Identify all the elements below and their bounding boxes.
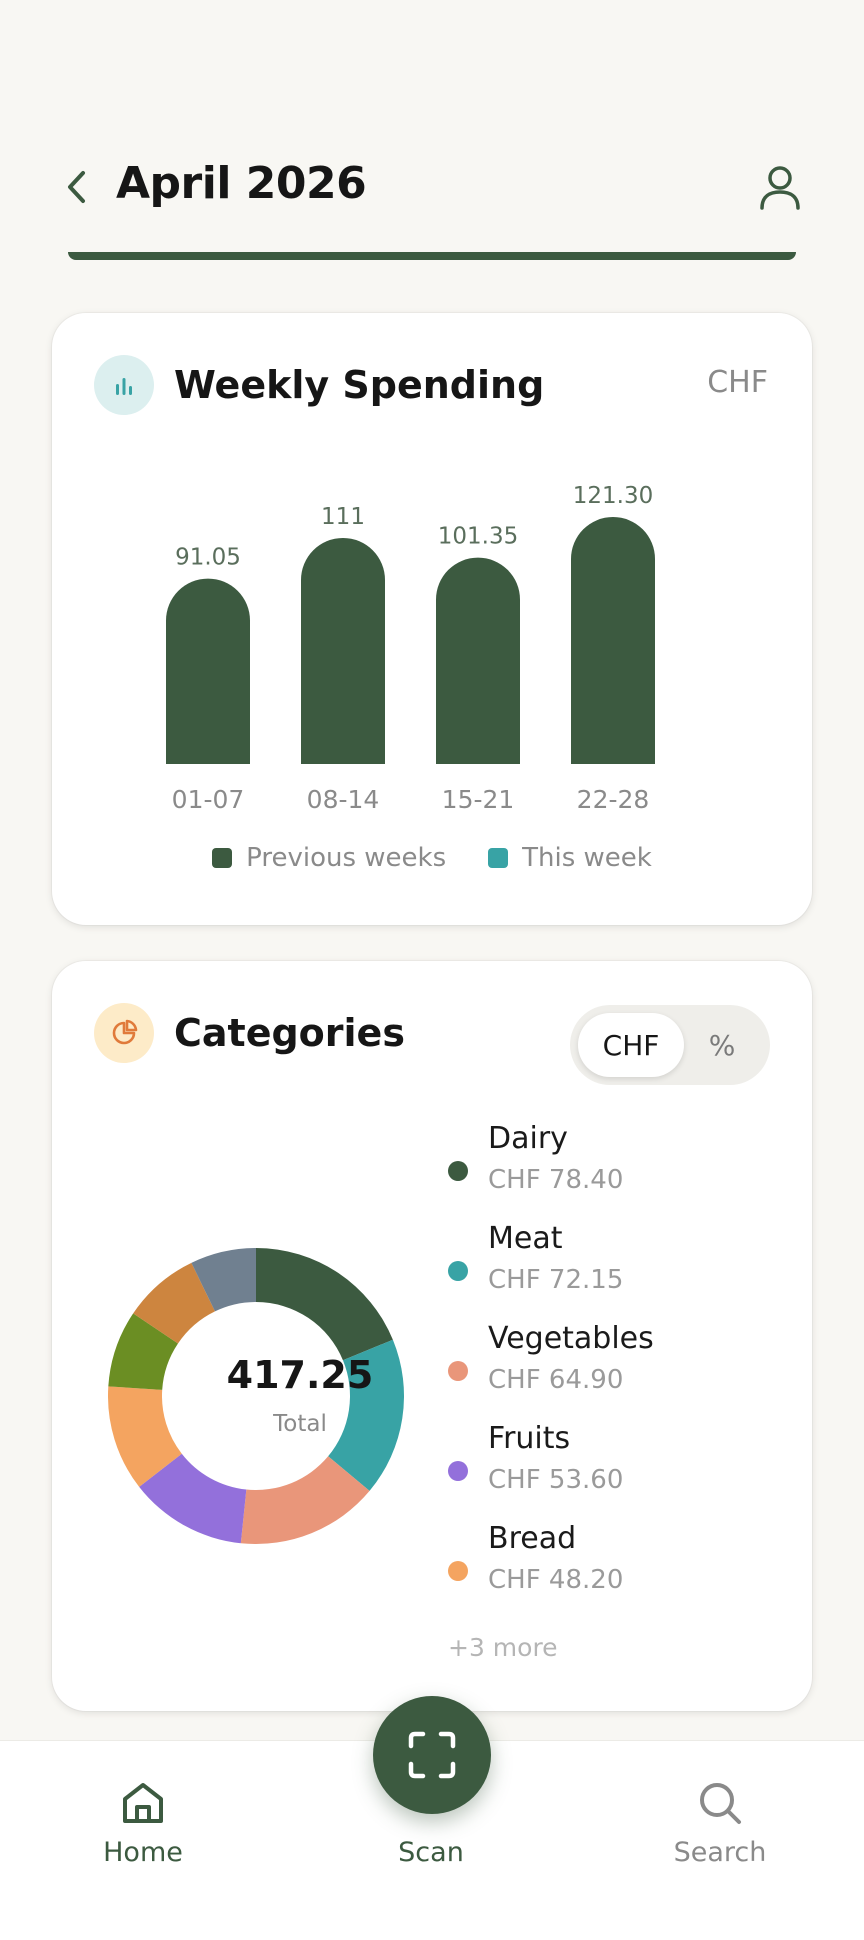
bar-category-label: 01-07 bbox=[172, 785, 245, 814]
bar-value-label: 121.30 bbox=[573, 483, 653, 509]
legend-item-this-week: This week bbox=[488, 843, 652, 873]
category-dot bbox=[448, 1561, 468, 1581]
category-amount: CHF 48.20 bbox=[488, 1565, 624, 1595]
category-name: Bread bbox=[488, 1521, 577, 1556]
nav-home-label: Home bbox=[103, 1837, 183, 1868]
category-amount: CHF 78.40 bbox=[488, 1165, 624, 1195]
donut-total-value: 417.25 bbox=[226, 1353, 374, 1397]
bar-value-label: 111 bbox=[321, 504, 365, 530]
bar-01-07[interactable] bbox=[166, 578, 250, 764]
bar-15-21[interactable] bbox=[436, 557, 520, 764]
scan-button[interactable] bbox=[373, 1696, 491, 1814]
bar-08-14[interactable] bbox=[301, 537, 385, 764]
toggle-chf[interactable]: CHF bbox=[578, 1013, 684, 1077]
nav-home[interactable]: Home bbox=[53, 1779, 233, 1868]
category-list: Dairy CHF 78.40 Meat CHF 72.15 Vegetable… bbox=[448, 1121, 788, 1621]
nav-search-label: Search bbox=[673, 1837, 767, 1868]
donut-slice-0[interactable] bbox=[256, 1248, 393, 1361]
legend-swatch-this-week bbox=[488, 848, 509, 868]
legend-label-this-week: This week bbox=[522, 843, 652, 873]
bar-category-label: 22-28 bbox=[577, 785, 650, 814]
categories-title: Categories bbox=[174, 1011, 405, 1055]
categories-donut-chart bbox=[108, 1248, 405, 1544]
bar-category-label: 15-21 bbox=[442, 785, 515, 814]
category-dot bbox=[448, 1361, 468, 1381]
weekly-spending-title: Weekly Spending bbox=[174, 363, 545, 407]
category-name: Fruits bbox=[488, 1421, 571, 1456]
bar-22-28[interactable] bbox=[571, 517, 655, 764]
donut-total-label: Total bbox=[273, 1411, 327, 1437]
donut-slice-6[interactable] bbox=[133, 1262, 215, 1344]
page-title: April 2026 bbox=[116, 158, 367, 209]
category-amount: CHF 64.90 bbox=[488, 1365, 624, 1395]
category-item-dairy[interactable]: Dairy CHF 78.40 bbox=[448, 1121, 788, 1221]
donut-slice-2[interactable] bbox=[240, 1456, 370, 1544]
category-item-vegetables[interactable]: Vegetables CHF 64.90 bbox=[448, 1321, 788, 1421]
header-divider-strip bbox=[68, 252, 796, 260]
donut-slice-3[interactable] bbox=[139, 1453, 247, 1544]
bar-value-label: 91.05 bbox=[175, 545, 241, 571]
bar-value-label: 101.35 bbox=[438, 524, 518, 550]
app-header: April 2026 bbox=[0, 0, 864, 250]
category-item-fruits[interactable]: Fruits CHF 53.60 bbox=[448, 1421, 788, 1521]
chevron-left-icon bbox=[68, 171, 85, 203]
donut-slice-7[interactable] bbox=[191, 1248, 256, 1312]
more-categories-link[interactable]: +3 more bbox=[448, 1633, 558, 1662]
weekly-bar-chart: 91.05 01-07 111 08-14 101.35 15-21 121.30 22-28 bbox=[166, 483, 655, 814]
legend-item-previous: Previous weeks bbox=[212, 843, 446, 873]
legend-label-previous: Previous weeks bbox=[246, 843, 447, 873]
bar-chart-icon bbox=[94, 355, 154, 415]
currency-label: CHF bbox=[707, 365, 768, 400]
home-icon bbox=[123, 1783, 163, 1823]
legend-swatch-previous bbox=[212, 848, 233, 868]
donut-slice-4[interactable] bbox=[108, 1386, 182, 1487]
nav-scan[interactable]: Scan bbox=[341, 1779, 521, 1868]
category-name: Dairy bbox=[488, 1121, 568, 1156]
search-icon bbox=[700, 1783, 741, 1824]
category-item-bread[interactable]: Bread CHF 48.20 bbox=[448, 1521, 788, 1621]
category-name: Meat bbox=[488, 1221, 563, 1256]
user-icon bbox=[760, 166, 800, 210]
category-dot bbox=[448, 1461, 468, 1481]
categories-card: Categories CHF % 417.25 Total Dairy CHF … bbox=[52, 961, 812, 1711]
category-dot bbox=[448, 1161, 468, 1181]
category-dot bbox=[448, 1261, 468, 1281]
chart-legend: Previous weeks This week bbox=[52, 843, 812, 873]
back-button[interactable] bbox=[58, 165, 94, 209]
profile-button[interactable] bbox=[752, 160, 808, 216]
category-name: Vegetables bbox=[488, 1321, 654, 1356]
pie-chart-icon bbox=[94, 1003, 154, 1063]
donut-slice-5[interactable] bbox=[108, 1313, 178, 1390]
nav-scan-label: Scan bbox=[398, 1837, 464, 1868]
bar-category-label: 08-14 bbox=[307, 785, 380, 814]
donut-slice-1[interactable] bbox=[328, 1339, 405, 1491]
scan-icon bbox=[408, 1731, 456, 1779]
unit-toggle: CHF % bbox=[570, 1005, 770, 1085]
nav-search[interactable]: Search bbox=[630, 1779, 810, 1868]
category-amount: CHF 53.60 bbox=[488, 1465, 624, 1495]
category-amount: CHF 72.15 bbox=[488, 1265, 624, 1295]
toggle-percent[interactable]: % bbox=[708, 1028, 736, 1062]
weekly-spending-card: Weekly Spending CHF 91.05 01-07 111 08-14 10… bbox=[52, 313, 812, 925]
category-item-meat[interactable]: Meat CHF 72.15 bbox=[448, 1221, 788, 1321]
